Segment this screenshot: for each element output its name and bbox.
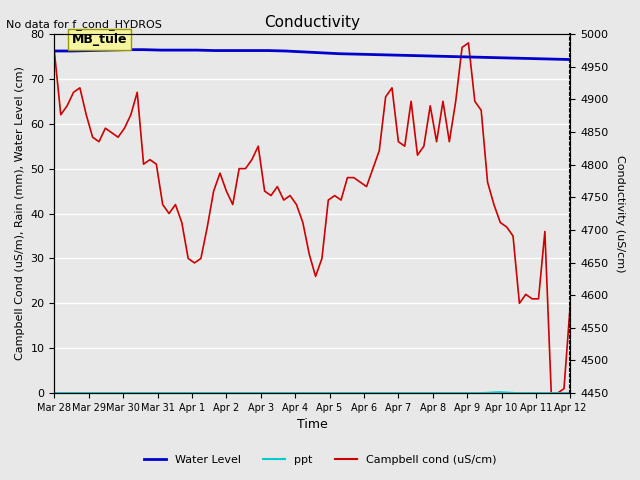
- Title: Conductivity: Conductivity: [264, 15, 360, 30]
- Y-axis label: Conductivity (uS/cm): Conductivity (uS/cm): [615, 155, 625, 272]
- Y-axis label: Campbell Cond (uS/m), Rain (mm), Water Level (cm): Campbell Cond (uS/m), Rain (mm), Water L…: [15, 67, 25, 360]
- Text: MB_tule: MB_tule: [72, 33, 127, 46]
- Legend: Water Level, ppt, Campbell cond (uS/cm): Water Level, ppt, Campbell cond (uS/cm): [140, 451, 500, 469]
- Text: No data for f_cond_HYDROS: No data for f_cond_HYDROS: [6, 19, 163, 30]
- X-axis label: Time: Time: [297, 419, 328, 432]
